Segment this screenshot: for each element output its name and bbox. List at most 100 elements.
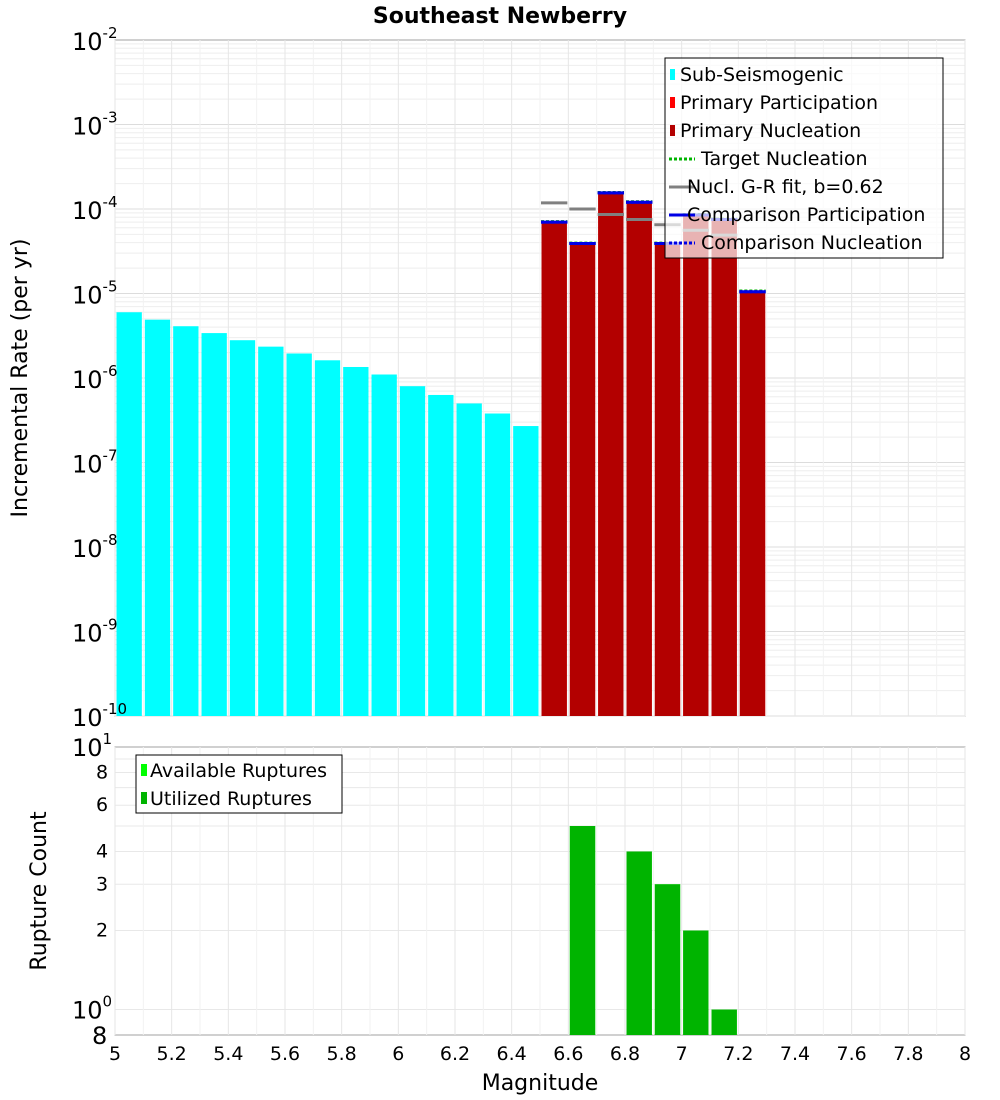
bottom-legend-swatch-1 — [141, 792, 147, 804]
bottom-y-tick-base: 10 — [72, 734, 103, 762]
legend-label-4: Nucl. G-R fit, b=0.62 — [687, 176, 884, 198]
bar-sub-seismogenic — [229, 340, 256, 716]
bar-sub-seismogenic — [513, 426, 539, 716]
x-tick-label: 5 — [109, 1043, 121, 1065]
top-y-tick-label: 10-3 — [72, 109, 118, 141]
bottom-y-tick-label: 2 — [96, 920, 108, 942]
bar-sub-seismogenic — [484, 413, 511, 716]
top-y-axis-label: Incremental Rate (per yr) — [8, 239, 33, 518]
bottom-legend-label-1: Utilized Ruptures — [150, 788, 312, 810]
bar-sub-seismogenic — [343, 366, 369, 716]
bottom-y-tick-label: 100 — [72, 993, 112, 1025]
x-tick-label: 7.8 — [893, 1043, 923, 1065]
top-bars — [116, 192, 766, 717]
top-legend-box — [664, 57, 944, 259]
legend-swatch-2 — [670, 125, 675, 136]
top-y-tick-base: 10 — [72, 28, 103, 56]
bottom-y-tick-base: 10 — [72, 997, 103, 1025]
bottom-y-tick-base: 8 — [92, 1022, 107, 1050]
bottom-y-tick-label: 8 — [96, 761, 108, 783]
bottom-y-tick-base: 4 — [96, 840, 108, 862]
bar-primary-nucleation — [683, 214, 709, 716]
bottom-y-tick-exponent: 1 — [103, 730, 113, 748]
bar-primary-nucleation — [569, 243, 596, 716]
x-tick-label: 6.4 — [497, 1043, 527, 1065]
bar-sub-seismogenic — [428, 394, 454, 716]
x-tick-label: 8 — [959, 1043, 971, 1065]
bottom-legend-box — [135, 754, 343, 814]
x-tick-label: 7.6 — [837, 1043, 867, 1065]
x-tick-label: 6.2 — [440, 1043, 470, 1065]
top-y-tick-label: 10-2 — [72, 24, 118, 56]
x-tick-label: 5.8 — [327, 1043, 357, 1065]
bar-sub-seismogenic — [258, 346, 284, 716]
bar-utilized-ruptures — [683, 930, 709, 1035]
x-axis-label: Magnitude — [482, 1071, 599, 1096]
top-y-tick-exponent: -10 — [103, 700, 128, 718]
bar-primary-nucleation — [739, 291, 766, 716]
bar-primary-nucleation — [654, 243, 681, 716]
bar-utilized-ruptures — [711, 1009, 737, 1035]
legend-label-2: Primary Nucleation — [680, 120, 861, 142]
bar-sub-seismogenic — [173, 326, 199, 716]
bottom-y-tick-label: 4 — [96, 840, 108, 862]
legend-swatch-1 — [670, 97, 675, 108]
bar-sub-seismogenic — [371, 374, 397, 716]
bottom-y-tick-label: 3 — [96, 873, 108, 895]
x-tick-label: 6 — [392, 1043, 404, 1065]
x-tick-label: 7 — [676, 1043, 688, 1065]
legend-label-1: Primary Participation — [680, 92, 878, 114]
bottom-y-tick-base: 3 — [96, 873, 108, 895]
top-y-tick-exponent: -6 — [103, 362, 118, 380]
top-y-tick-label: 10-6 — [72, 362, 118, 394]
top-y-tick-base: 10 — [72, 620, 103, 648]
bottom-x-ticks: 5 5.2 5.4 5.6 5.8 6 6.2 6.4 6.6 6.8 7 7.2 7.4 7.6 7.8 8 — [109, 1043, 971, 1065]
top-y-tick-base: 10 — [72, 451, 103, 479]
top-y-tick-exponent: -5 — [103, 278, 118, 296]
top-y-tick-label: 10-9 — [72, 616, 118, 648]
bottom-legend-swatch-0 — [141, 764, 147, 776]
x-tick-label: 6.8 — [610, 1043, 640, 1065]
top-y-tick-label: 10-8 — [72, 531, 118, 563]
legend-label-6: Comparison Nucleation — [701, 232, 923, 254]
bottom-y-tick-label: 6 — [96, 794, 108, 816]
top-y-tick-base: 10 — [72, 704, 103, 732]
bottom-y-tick-label: 101 — [72, 730, 112, 762]
top-y-tick-base: 10 — [72, 282, 103, 310]
bar-primary-nucleation — [711, 219, 737, 717]
legend-swatch-0 — [670, 69, 675, 80]
bar-sub-seismogenic — [286, 353, 312, 716]
bar-sub-seismogenic — [201, 333, 227, 716]
bottom-y-tick-label: 8 — [92, 1022, 107, 1050]
bar-sub-seismogenic — [399, 386, 426, 716]
top-y-tick-exponent: -7 — [103, 447, 118, 465]
top-legend: Sub-Seismogenic Primary Participation Prim… — [664, 57, 944, 259]
bottom-y-tick-base: 8 — [96, 761, 108, 783]
legend-label-5: Comparison Participation — [687, 204, 925, 226]
top-y-tick-exponent: -2 — [103, 24, 118, 42]
x-tick-label: 7.2 — [723, 1043, 753, 1065]
top-y-tick-label: 10-10 — [72, 700, 127, 732]
top-y-tick-label: 10-7 — [72, 447, 118, 479]
bar-utilized-ruptures — [654, 884, 681, 1035]
bottom-bars — [569, 826, 737, 1035]
bottom-y-tick-exponent: 0 — [103, 993, 113, 1011]
bar-sub-seismogenic — [144, 319, 171, 716]
x-tick-label: 5.6 — [270, 1043, 300, 1065]
bar-primary-nucleation — [626, 202, 652, 716]
top-y-tick-base: 10 — [72, 535, 103, 563]
x-tick-label: 5.4 — [213, 1043, 243, 1065]
bottom-y-tick-base: 6 — [96, 794, 108, 816]
top-y-tick-exponent: -8 — [103, 531, 118, 549]
x-tick-label: 7.4 — [780, 1043, 810, 1065]
top-y-tick-label: 10-5 — [72, 278, 118, 310]
bar-sub-seismogenic — [456, 403, 482, 716]
bar-utilized-ruptures — [569, 826, 596, 1035]
top-y-tick-label: 10-4 — [72, 193, 118, 225]
bottom-y-tick-base: 2 — [96, 920, 108, 942]
top-y-tick-base: 10 — [72, 366, 103, 394]
